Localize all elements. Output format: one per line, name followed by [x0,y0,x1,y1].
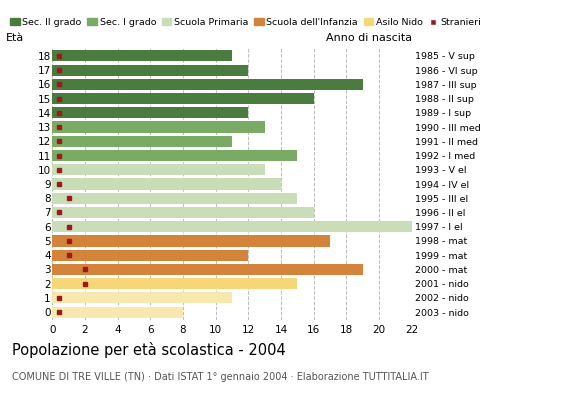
Bar [52,292,232,304]
Bar [52,79,362,90]
Text: Popolazione per età scolastica - 2004: Popolazione per età scolastica - 2004 [12,342,285,358]
Text: COMUNE DI TRE VILLE (TN) · Dati ISTAT 1° gennaio 2004 · Elaborazione TUTTITALIA.: COMUNE DI TRE VILLE (TN) · Dati ISTAT 1°… [12,372,428,382]
Text: Età: Età [5,32,24,42]
Bar [52,207,314,218]
Bar [52,122,264,132]
Bar [52,93,314,104]
Bar [52,236,330,246]
Bar [52,221,412,232]
Bar [52,264,362,275]
Text: Anno di nascita: Anno di nascita [326,32,412,42]
Bar [52,193,298,204]
Bar [52,278,298,289]
Legend: Sec. II grado, Sec. I grado, Scuola Primaria, Scuola dell'Infanzia, Asilo Nido, : Sec. II grado, Sec. I grado, Scuola Prim… [10,18,481,27]
Bar [52,150,298,161]
Bar [52,64,248,76]
Bar [52,136,232,147]
Bar [52,50,232,61]
Bar [52,250,248,261]
Bar [52,164,264,175]
Bar [52,107,248,118]
Bar [52,178,281,190]
Bar [52,307,183,318]
